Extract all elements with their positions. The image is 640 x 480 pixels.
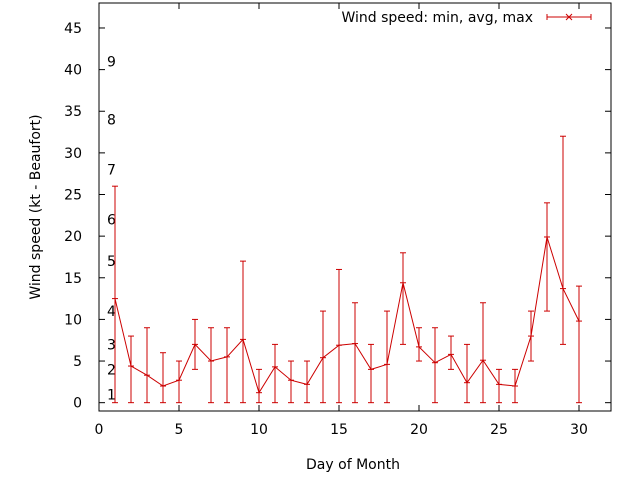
legend: Wind speed: min, avg, max <box>341 10 592 26</box>
beaufort-label: 5 <box>107 254 116 270</box>
beaufort-label: 9 <box>107 54 116 70</box>
y-tick-label: 10 <box>64 312 82 328</box>
beaufort-label: 8 <box>107 113 116 129</box>
beaufort-label: 7 <box>107 163 116 179</box>
x-axis-label: Day of Month <box>306 457 400 473</box>
y-tick-label: 25 <box>64 188 82 204</box>
x-tick-label: 15 <box>330 422 348 438</box>
beaufort-label: 2 <box>107 362 116 378</box>
beaufort-label: 4 <box>107 304 116 320</box>
x-tick-label: 25 <box>490 422 508 438</box>
beaufort-label: 6 <box>107 212 116 228</box>
y-tick-label: 40 <box>64 63 82 79</box>
y-tick-label: 0 <box>73 396 82 412</box>
plot-frame <box>98 2 612 412</box>
beaufort-labels: 1 2 3 4 5 6 7 8 9 <box>107 54 116 403</box>
y-tick-label: 5 <box>73 354 82 370</box>
y-tick-label: 30 <box>64 146 82 162</box>
legend-series-label: Wind speed: min, avg, max <box>341 10 533 26</box>
plot-series <box>112 135 582 404</box>
x-tick-label: 0 <box>95 422 104 438</box>
legend-series-marker-b <box>565 13 573 21</box>
y-axis-label: Wind speed (kt - Beaufort) <box>28 114 44 299</box>
x-tick-label: 30 <box>570 422 588 438</box>
x-tick-label: 10 <box>250 422 268 438</box>
series-line <box>114 236 580 394</box>
x-tick-label: 20 <box>410 422 428 438</box>
beaufort-label: 1 <box>107 387 116 403</box>
y-tick-label: 20 <box>64 229 82 245</box>
x-tick-label: 5 <box>175 422 184 438</box>
y-tick-label: 45 <box>64 21 82 37</box>
y-tick-label: 35 <box>64 104 82 120</box>
y-tick-label: 15 <box>64 271 82 287</box>
beaufort-label: 3 <box>107 337 116 353</box>
